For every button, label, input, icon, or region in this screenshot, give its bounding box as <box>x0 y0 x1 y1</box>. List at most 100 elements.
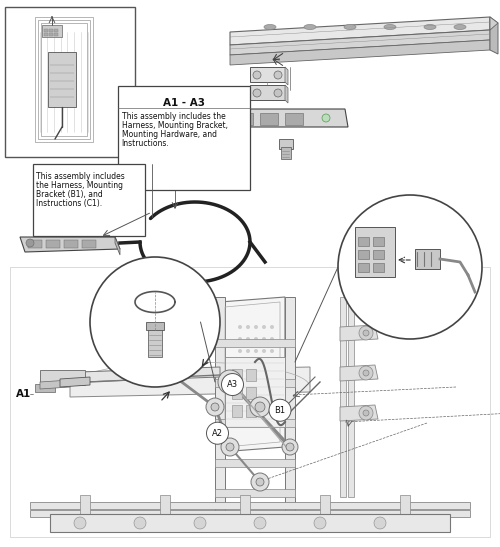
Text: A2: A2 <box>212 429 223 438</box>
Bar <box>215 379 295 387</box>
Bar <box>80 495 90 517</box>
Circle shape <box>222 374 244 395</box>
Bar <box>210 113 228 125</box>
Circle shape <box>314 517 326 529</box>
Bar <box>5 7 135 157</box>
Bar <box>41 23 87 136</box>
Circle shape <box>221 438 239 456</box>
Circle shape <box>270 349 274 353</box>
Bar <box>235 113 253 125</box>
Bar <box>260 113 278 125</box>
Circle shape <box>256 478 264 486</box>
Bar <box>32 164 145 236</box>
Circle shape <box>374 517 386 529</box>
Bar <box>160 495 170 517</box>
Circle shape <box>270 337 274 341</box>
Text: Instructions.: Instructions. <box>122 139 169 148</box>
Circle shape <box>224 376 236 388</box>
Bar <box>215 489 295 497</box>
Polygon shape <box>340 365 378 381</box>
Circle shape <box>270 361 274 365</box>
Circle shape <box>218 370 242 394</box>
Bar <box>358 237 369 246</box>
Bar <box>285 113 303 125</box>
Circle shape <box>270 325 274 329</box>
Circle shape <box>254 517 266 529</box>
Polygon shape <box>250 67 285 82</box>
Bar <box>373 250 384 259</box>
Bar <box>118 86 250 190</box>
Text: A1: A1 <box>16 389 32 399</box>
Bar <box>355 227 395 277</box>
Text: A3: A3 <box>227 380 238 389</box>
Circle shape <box>274 71 282 79</box>
Text: Mounting Hardware, and: Mounting Hardware, and <box>122 130 216 139</box>
Circle shape <box>238 325 242 329</box>
Circle shape <box>282 439 298 455</box>
Text: Instructions (C1).: Instructions (C1). <box>36 199 102 208</box>
Circle shape <box>246 337 250 341</box>
Circle shape <box>194 517 206 529</box>
Bar <box>320 495 330 517</box>
Circle shape <box>253 71 261 79</box>
Polygon shape <box>340 297 346 497</box>
Bar <box>232 369 242 381</box>
Circle shape <box>251 473 269 491</box>
Text: This assembly includes: This assembly includes <box>36 172 125 181</box>
Bar <box>44 29 48 32</box>
Circle shape <box>338 195 482 339</box>
Text: the Harness, Mounting: the Harness, Mounting <box>36 181 124 190</box>
Polygon shape <box>20 237 120 252</box>
Polygon shape <box>250 85 285 100</box>
Polygon shape <box>80 367 220 382</box>
Bar <box>44 33 48 36</box>
Polygon shape <box>70 367 310 397</box>
Circle shape <box>322 114 330 122</box>
Bar <box>240 495 250 517</box>
Bar <box>35 17 93 142</box>
Polygon shape <box>285 85 288 103</box>
Circle shape <box>363 330 369 336</box>
Bar <box>225 357 285 427</box>
Bar <box>54 29 58 32</box>
Circle shape <box>286 443 294 451</box>
Polygon shape <box>340 405 378 421</box>
Text: B1: B1 <box>274 406 285 415</box>
Text: Harness, Mounting Bracket,: Harness, Mounting Bracket, <box>122 121 228 130</box>
Bar <box>50 514 450 532</box>
Circle shape <box>246 349 250 353</box>
Ellipse shape <box>424 25 436 30</box>
Text: A1 - A3: A1 - A3 <box>163 98 205 108</box>
Bar <box>54 33 58 36</box>
Polygon shape <box>490 17 498 54</box>
Bar <box>173 133 178 141</box>
Bar <box>400 495 410 517</box>
Circle shape <box>246 361 250 365</box>
Circle shape <box>262 325 266 329</box>
Bar <box>30 510 470 517</box>
Bar <box>64 240 78 248</box>
Circle shape <box>363 410 369 416</box>
Circle shape <box>90 257 220 387</box>
Bar <box>82 240 96 248</box>
Bar <box>215 419 295 427</box>
Bar <box>373 237 384 246</box>
Bar <box>28 240 42 248</box>
Circle shape <box>238 337 242 341</box>
Circle shape <box>134 517 146 529</box>
Circle shape <box>238 361 242 365</box>
Circle shape <box>226 443 234 451</box>
Circle shape <box>254 349 258 353</box>
Circle shape <box>26 239 34 247</box>
Circle shape <box>254 361 258 365</box>
Circle shape <box>250 397 270 417</box>
Bar <box>281 147 291 159</box>
Circle shape <box>359 326 373 340</box>
Polygon shape <box>40 380 70 389</box>
Bar <box>46 240 60 248</box>
Circle shape <box>274 89 282 97</box>
Bar <box>246 369 256 381</box>
Ellipse shape <box>454 25 466 30</box>
Bar <box>162 130 190 144</box>
Polygon shape <box>490 17 498 30</box>
